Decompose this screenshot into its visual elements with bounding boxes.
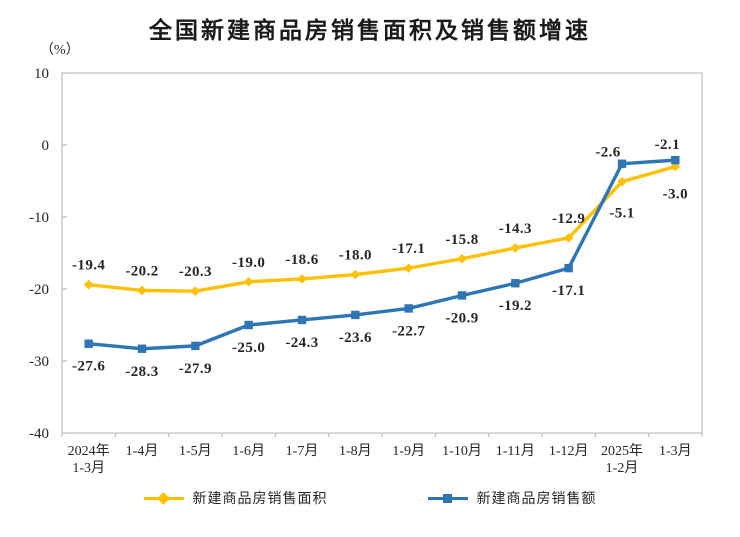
square-marker: [617, 159, 627, 168]
y-axis-tick-label: -40: [29, 426, 49, 442]
data-label: -17.1: [552, 283, 585, 299]
square-marker: [564, 263, 573, 273]
diamond-marker: [617, 176, 627, 187]
data-label: -19.4: [72, 258, 105, 274]
x-axis-category-label: 1-3月: [659, 443, 692, 459]
legend-item-sales-area: 新建商品房销售面积: [143, 488, 328, 508]
diamond-marker: [457, 253, 467, 264]
data-label: -17.1: [392, 241, 425, 257]
chart-legend: 新建商品房销售面积 新建商品房销售额: [0, 488, 740, 508]
data-label: -27.9: [179, 361, 212, 377]
y-axis-tick-label: 0: [42, 138, 50, 154]
square-marker: [244, 320, 253, 330]
data-label: -28.3: [125, 364, 158, 380]
square-marker: [191, 341, 200, 351]
data-label: -19.2: [499, 298, 532, 314]
data-label: -22.7: [392, 323, 425, 339]
data-label: -23.6: [339, 330, 372, 346]
square-marker: [84, 339, 93, 348]
data-label: -27.6: [72, 359, 105, 375]
x-axis-category-label: 1-8月: [339, 443, 372, 459]
data-label: -24.3: [285, 335, 318, 351]
square-marker: [671, 155, 680, 165]
diamond-marker: [350, 269, 361, 280]
x-axis-category-label: 2024年: [68, 443, 110, 459]
data-label: -3.0: [663, 187, 688, 203]
x-axis-category-label: 1-11月: [496, 443, 535, 459]
data-label: -25.0: [232, 340, 265, 356]
data-label: -18.6: [285, 252, 318, 268]
chart-title: 全国新建商品房销售面积及销售额增速: [149, 17, 591, 43]
x-axis-category-label: 2025年: [601, 443, 643, 459]
y-axis-unit-label: （%）: [40, 43, 80, 58]
diamond-marker: [243, 277, 254, 287]
data-label: -12.9: [552, 211, 585, 227]
x-axis-category-label: 1-12月: [549, 443, 589, 459]
x-axis-category-label: 1-3月: [72, 460, 105, 476]
data-label: -18.0: [339, 248, 372, 264]
diamond-marker: [403, 263, 414, 273]
series-line-1: [86, 158, 678, 351]
diamond-marker: [190, 286, 201, 296]
data-label: -20.2: [125, 263, 158, 279]
diamond-marker: [83, 279, 94, 290]
square-marker: [297, 315, 307, 325]
x-axis-category-label: 1-5月: [179, 443, 212, 459]
blue-line-square-icon: [427, 493, 468, 504]
data-label: -14.3: [499, 221, 532, 237]
diamond-marker: [510, 243, 521, 253]
x-axis-category-label: 1-9月: [392, 443, 425, 459]
data-label: -15.8: [445, 232, 478, 248]
square-marker: [351, 310, 360, 320]
square-marker-icon: [442, 493, 452, 503]
diamond-marker-icon: [156, 491, 170, 505]
diamond-marker: [297, 274, 307, 284]
x-axis-category-label: 1-2月: [606, 460, 639, 476]
legend-label-sales-area: 新建商品房销售面积: [192, 490, 328, 506]
y-axis-tick-label: -30: [29, 354, 49, 370]
x-axis-category-label: 1-6月: [232, 443, 265, 459]
data-label: -2.1: [655, 137, 680, 153]
y-axis-tick-label: 10: [34, 66, 49, 82]
square-marker: [457, 291, 467, 300]
diamond-marker: [137, 285, 147, 296]
y-axis-tick-label: -10: [29, 210, 49, 226]
data-label: -20.3: [179, 264, 212, 280]
square-marker: [511, 279, 520, 288]
x-axis-category-label: 1-4月: [126, 443, 159, 459]
diamond-marker: [563, 233, 574, 243]
legend-item-sales-amount: 新建商品房销售额: [427, 488, 597, 508]
data-label: -2.6: [595, 145, 620, 161]
series-line-0: [86, 164, 678, 293]
square-marker: [404, 304, 413, 313]
data-label: -19.0: [232, 255, 265, 271]
yellow-line-diamond-icon: [143, 491, 184, 505]
square-marker: [137, 344, 147, 353]
x-axis-category-label: 1-10月: [442, 443, 482, 459]
data-label: -20.9: [445, 310, 478, 326]
y-axis-tick-label: -20: [29, 282, 49, 298]
data-label: -5.1: [609, 206, 634, 222]
legend-label-sales-amount: 新建商品房销售额: [476, 490, 597, 506]
x-axis-category-label: 1-7月: [286, 443, 319, 459]
